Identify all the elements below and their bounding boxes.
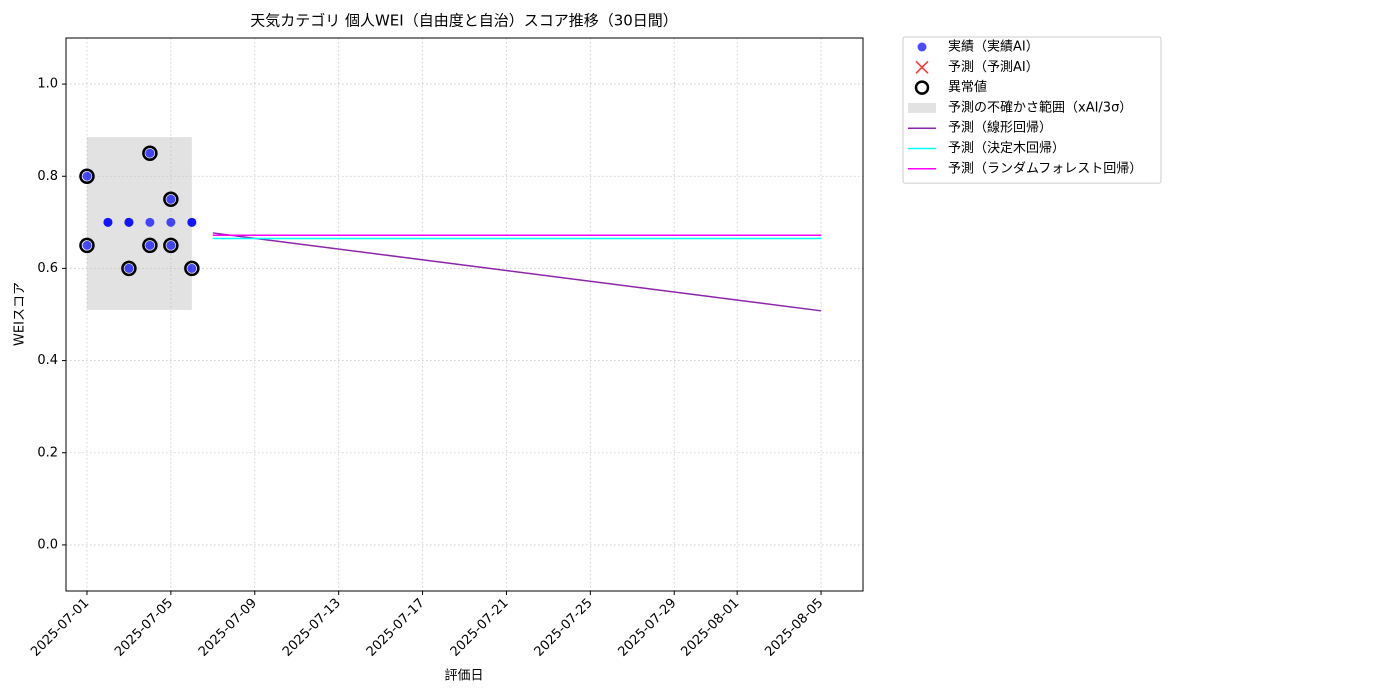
- uncertainty-band: [86, 137, 192, 310]
- y-tick-label: 1.0: [37, 77, 58, 92]
- outlier-marker: [79, 168, 95, 184]
- x-tick-label: 2025-08-01: [678, 596, 742, 660]
- x-tick-label: 2025-07-09: [196, 596, 260, 660]
- data-point: [82, 240, 92, 250]
- legend-label: 実績（実績AI）: [948, 39, 1039, 55]
- legend-box: [902, 36, 1162, 184]
- y-tick-label: 0.0: [37, 537, 58, 552]
- data-point: [145, 217, 155, 227]
- legend-marker: [917, 42, 927, 52]
- x-tick-label: 2025-07-29: [616, 596, 680, 660]
- outlier-marker: [142, 145, 158, 161]
- legend-label: 予測（予測AI）: [948, 60, 1039, 75]
- x-tick-label: 2025-07-21: [448, 596, 512, 660]
- x-tick-label: 2025-07-01: [28, 596, 92, 660]
- y-tick-label: 0.2: [37, 445, 58, 460]
- y-axis-label: WEIスコア: [13, 282, 28, 346]
- x-tick-label: 2025-07-13: [280, 596, 344, 660]
- plot-frame: [65, 37, 864, 592]
- data-point: [166, 194, 176, 204]
- data-point: [82, 171, 92, 181]
- data-point: [145, 240, 155, 250]
- data-point: [187, 217, 197, 227]
- chart-title: 天気カテゴリ 個人WEI（自由度と自治）スコア推移（30日間）: [250, 12, 678, 30]
- legend-label: 予測（決定木回帰）: [948, 140, 1065, 156]
- outlier-marker: [79, 237, 95, 254]
- data-point: [124, 217, 134, 227]
- x-axis-label: 評価日: [444, 669, 483, 684]
- prediction-line: [212, 232, 822, 312]
- outlier-marker: [163, 237, 179, 254]
- legend-label: 予測（線形回帰）: [948, 120, 1052, 136]
- y-tick-label: 0.8: [37, 169, 58, 184]
- data-point: [145, 148, 155, 158]
- data-point: [166, 240, 176, 250]
- x-tick-label: 2025-07-05: [112, 596, 176, 660]
- outlier-marker: [142, 237, 158, 254]
- x-tick-label: 2025-08-05: [762, 596, 826, 660]
- data-point: [166, 217, 176, 227]
- data-point: [187, 263, 197, 273]
- x-tick-label: 2025-07-17: [364, 596, 428, 660]
- data-point: [124, 263, 134, 273]
- legend-marker: [908, 102, 936, 113]
- legend-label: 異常値: [948, 79, 987, 95]
- legend-label: 予測（ランダムフォレスト回帰）: [948, 160, 1142, 176]
- legend-marker: [914, 80, 930, 95]
- legend-marker: [915, 60, 929, 74]
- x-tick-label: 2025-07-25: [532, 596, 596, 660]
- outlier-marker: [163, 191, 179, 208]
- y-tick-label: 0.6: [37, 261, 58, 276]
- y-tick-label: 0.4: [37, 353, 58, 368]
- data-point: [103, 217, 113, 227]
- outlier-marker: [121, 260, 137, 277]
- outlier-marker: [184, 260, 200, 277]
- legend-label: 予測の不確かさ範囲（xAI/3σ）: [948, 99, 1132, 115]
